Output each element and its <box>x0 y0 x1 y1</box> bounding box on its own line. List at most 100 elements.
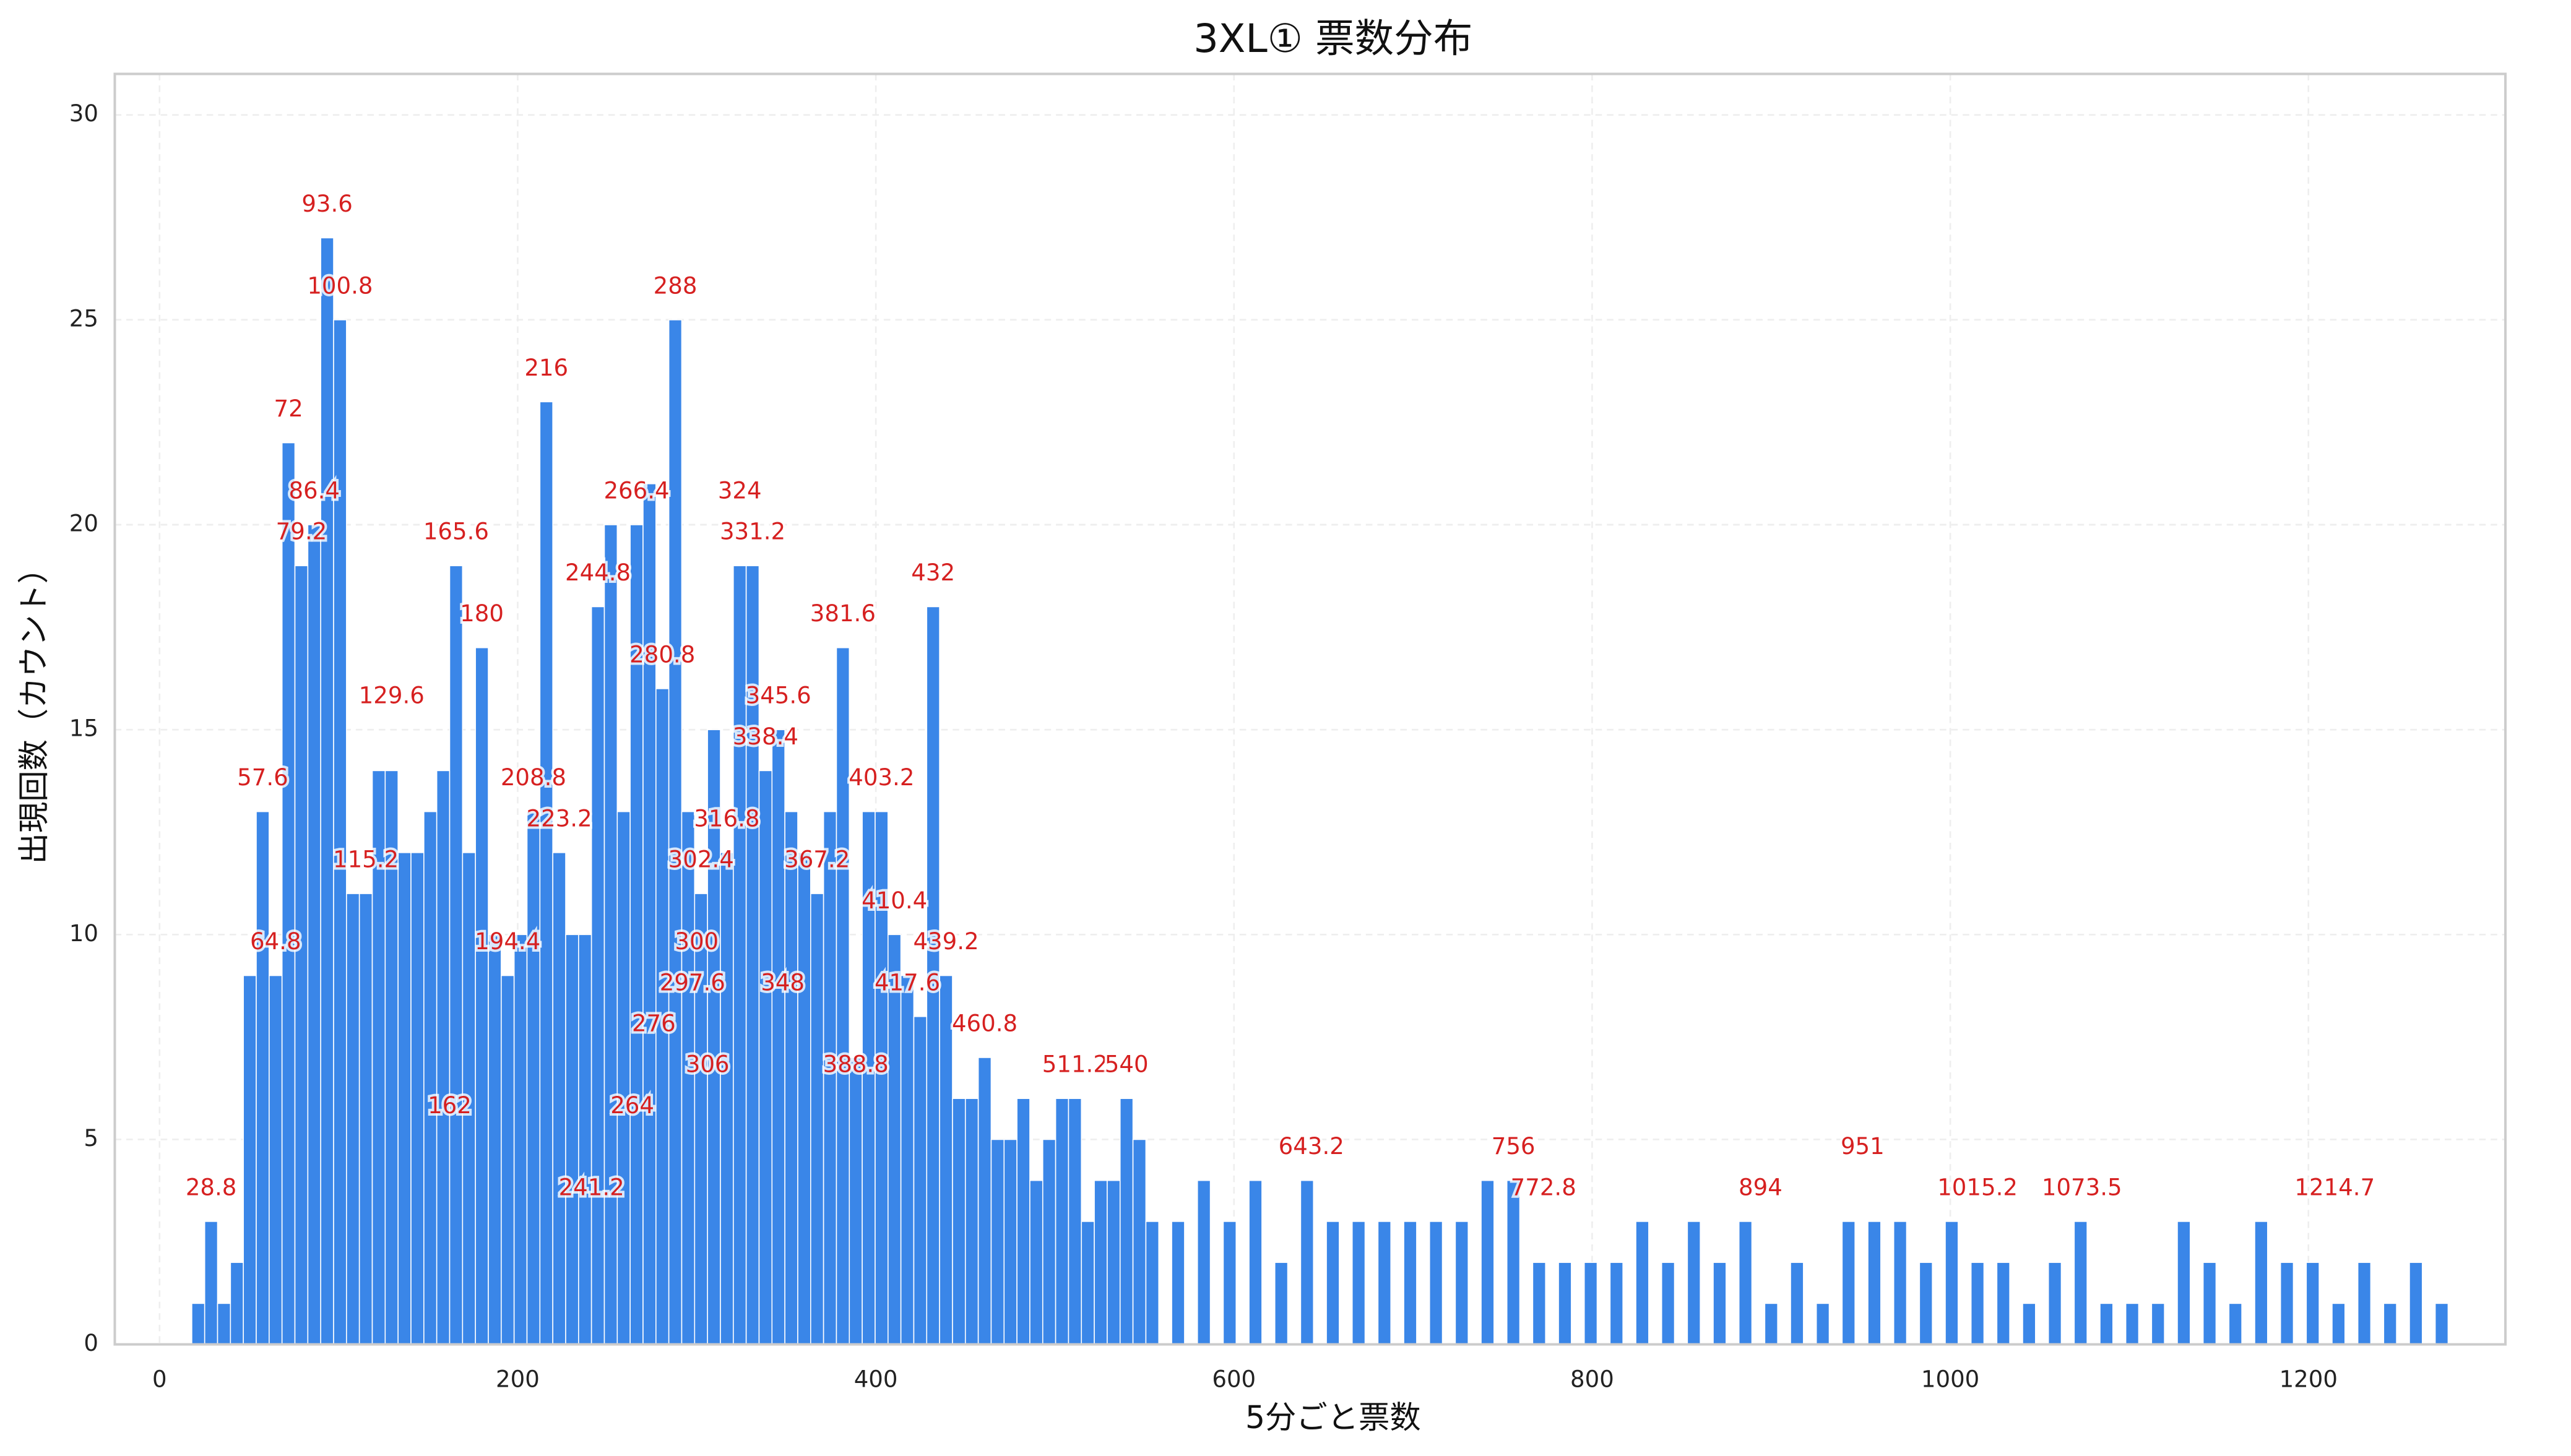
x-tick-label: 600 <box>1212 1366 1256 1392</box>
bar-annotation: 216 <box>524 355 568 381</box>
bar <box>1094 1179 1108 1345</box>
bar <box>2331 1303 2346 1345</box>
bar <box>1351 1221 1366 1345</box>
bar-annotation: 316.8 <box>694 805 759 832</box>
bar <box>603 524 618 1345</box>
bar-annotation: 57.6 <box>237 764 288 791</box>
bar <box>733 565 747 1345</box>
bar-annotation: 345.6 <box>746 683 811 709</box>
bar-annotation: 367.2 <box>784 846 850 873</box>
bar <box>1609 1262 1623 1345</box>
bar <box>1970 1262 1985 1345</box>
bar <box>771 729 785 1345</box>
bar <box>320 237 334 1345</box>
bar <box>346 893 360 1345</box>
bar-annotation: 302.4 <box>668 846 734 873</box>
bar-annotation: 1073.5 <box>2042 1174 2122 1200</box>
x-tick-label: 200 <box>496 1366 540 1392</box>
bar <box>1222 1221 1237 1345</box>
bar <box>1081 1221 1095 1345</box>
bar <box>2177 1221 2191 1345</box>
y-tick-label: 0 <box>84 1330 98 1356</box>
bar <box>2305 1262 2320 1345</box>
bar-annotation: 28.8 <box>186 1174 237 1200</box>
x-tick-label: 400 <box>854 1366 898 1392</box>
y-axis-label: 出現回数（カウント） <box>15 553 52 864</box>
bar <box>1661 1262 1675 1345</box>
bar-annotation: 180 <box>460 600 504 627</box>
bar <box>2228 1303 2242 1345</box>
y-tick-label: 25 <box>69 305 98 332</box>
bar <box>1635 1221 1649 1345</box>
bar-annotation: 280.8 <box>629 641 695 668</box>
bar <box>1274 1262 1289 1345</box>
bar <box>887 934 902 1345</box>
bar <box>449 565 464 1345</box>
bar-annotation: 439.2 <box>913 928 979 955</box>
bar <box>1403 1221 1417 1345</box>
bar <box>501 975 515 1345</box>
bar-annotation: 100.8 <box>307 272 373 299</box>
bar-annotation: 162 <box>428 1092 472 1119</box>
bar <box>952 1098 966 1345</box>
x-tick-label: 0 <box>152 1366 167 1392</box>
bar <box>1145 1221 1160 1345</box>
bar-annotation: 306 <box>686 1051 730 1078</box>
bar <box>2279 1262 2294 1345</box>
y-tick-label: 15 <box>69 715 98 742</box>
bar <box>191 1303 205 1345</box>
bar <box>358 893 373 1345</box>
x-axis-label: 5分ごと票数 <box>1245 1399 1421 1436</box>
bar <box>1300 1179 1315 1345</box>
bar <box>939 975 953 1345</box>
bar <box>578 934 592 1345</box>
bar <box>758 770 773 1345</box>
bar <box>616 811 631 1345</box>
bar <box>475 647 489 1345</box>
bar-annotation: 348 <box>761 969 805 996</box>
bar <box>1558 1262 1572 1345</box>
bar <box>1687 1221 1701 1345</box>
bar <box>230 1262 244 1345</box>
bar-annotation: 264 <box>610 1092 654 1119</box>
bar <box>526 811 541 1345</box>
bar <box>1055 1098 1069 1345</box>
bar <box>913 1015 928 1345</box>
bar <box>1068 1098 1082 1345</box>
bar <box>1107 1179 1121 1345</box>
bar <box>1377 1221 1392 1345</box>
bar-annotation: 276 <box>632 1010 676 1037</box>
bar <box>681 811 696 1345</box>
bar <box>900 975 915 1345</box>
bar <box>410 852 425 1345</box>
bar <box>2409 1262 2423 1345</box>
bar <box>1764 1303 1778 1345</box>
bar-annotation: 643.2 <box>1279 1133 1344 1160</box>
x-tick-label: 1000 <box>1921 1366 1979 1392</box>
bar-annotation: 194.4 <box>475 928 540 955</box>
bar <box>565 934 579 1345</box>
bar <box>1196 1179 1211 1345</box>
bar <box>1893 1221 1908 1345</box>
bar <box>823 811 837 1345</box>
plot-frame <box>113 72 2507 1346</box>
bar <box>2125 1303 2140 1345</box>
bar <box>243 975 257 1345</box>
bar <box>1738 1221 1753 1345</box>
bar <box>720 852 734 1345</box>
bar <box>1790 1262 1804 1345</box>
bar <box>1454 1221 1469 1345</box>
bar <box>1119 1098 1134 1345</box>
bar <box>1480 1179 1495 1345</box>
bar-annotation: 64.8 <box>250 928 301 955</box>
bar-annotation: 756 <box>1492 1133 1536 1160</box>
bar-annotation: 410.4 <box>862 887 927 914</box>
bar <box>269 975 283 1345</box>
bar-annotation: 79.2 <box>276 519 327 545</box>
bar <box>2383 1303 2397 1345</box>
bar <box>1919 1262 1933 1345</box>
bar <box>2151 1303 2165 1345</box>
bar-annotation: 460.8 <box>952 1010 1018 1037</box>
bar <box>2022 1303 2036 1345</box>
